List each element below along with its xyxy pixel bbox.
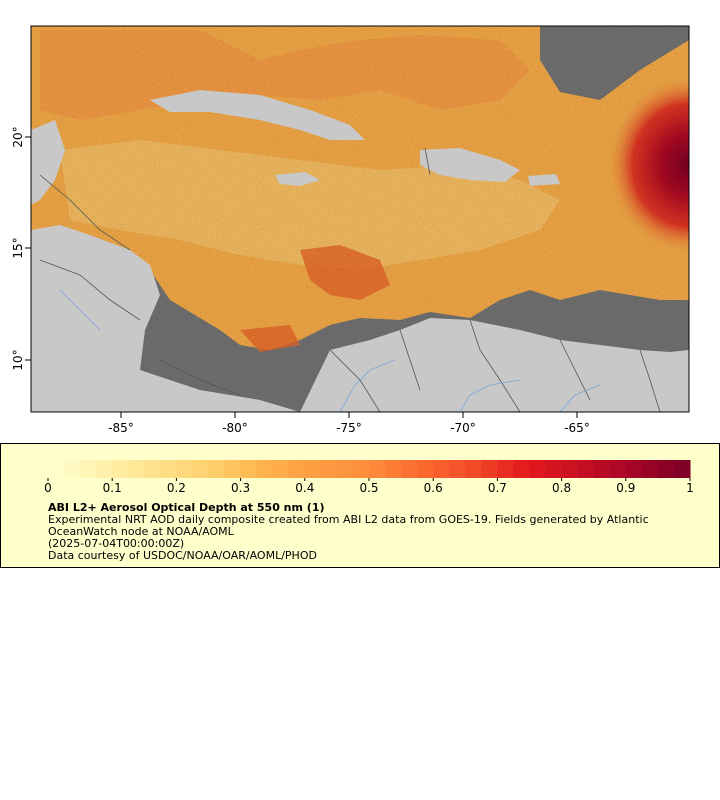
land-hispaniola	[420, 148, 520, 182]
colorbar-tick-label: 0	[44, 481, 52, 495]
map-border	[30, 25, 690, 413]
rivers	[59, 289, 601, 412]
colorbar-segment	[577, 460, 595, 478]
colorbar-segment	[160, 460, 177, 478]
colorbar-segment	[433, 460, 450, 478]
land-yucatan	[31, 120, 65, 205]
colorbar-tick-label: 0.8	[552, 481, 572, 495]
colorbar-segment	[417, 460, 434, 478]
colorbar-tick-label: 0.7	[487, 481, 507, 495]
colorbar-segment	[641, 460, 659, 478]
colorbar-segment	[224, 460, 242, 478]
colorbar-tick-label: 0.9	[616, 481, 636, 495]
colorbar-segment	[112, 460, 129, 478]
colorbar-segment	[96, 460, 113, 478]
colorbar-segment	[288, 460, 306, 478]
aod-map: -85° -80° -75° -70° -65° 20° 15° 10°	[11, 25, 690, 435]
colorbar-tick-label: 0.2	[166, 481, 186, 495]
colorbar-segment	[497, 460, 514, 478]
colorbar-segment	[369, 460, 386, 478]
colorbar-segment	[304, 460, 322, 478]
colorbar-segment	[240, 460, 258, 478]
colorbar-segment	[657, 460, 675, 478]
lat-label: 10°	[11, 349, 25, 370]
colorbar-segment	[673, 460, 691, 478]
legend-description-cont: OceanWatch node at NOAA/AOML	[48, 525, 234, 538]
colorbar-segment	[272, 460, 290, 478]
colorbar-segment	[192, 460, 209, 478]
legend-time: (2025-07-04T00:00:00Z)	[48, 537, 185, 550]
legend-panel: 0 0.1 0.2 0.3 0.4 0.5 0.6 0.7 0.8 0.9 1 ABI L2+ Ae…	[0, 443, 720, 568]
colorbar-segment	[401, 460, 418, 478]
colorbar-tick-label: 1	[686, 481, 694, 495]
colorbar-segment	[256, 460, 274, 478]
lat-label: 15°	[11, 237, 25, 258]
colorbar-tick-label: 0.4	[295, 481, 315, 495]
colorbar-segment	[320, 460, 338, 478]
land-central-america	[31, 225, 300, 412]
lon-axis: -85° -80° -75° -70° -65°	[108, 412, 590, 435]
land-jamaica	[275, 172, 320, 186]
colorbar-tick-label: 0.1	[102, 481, 122, 495]
colorbar-segment	[385, 460, 402, 478]
colorbar-segment	[128, 460, 145, 478]
colorbar-segment	[336, 460, 354, 478]
colorbar-segment	[80, 460, 97, 478]
colorbar-segment	[481, 460, 498, 478]
lon-label: -80°	[222, 421, 248, 435]
lon-label: -75°	[336, 421, 362, 435]
colorbar-segment	[352, 460, 370, 478]
colorbar-segment	[48, 460, 65, 478]
colorbar-segment	[513, 460, 530, 478]
country-borders	[39, 147, 661, 412]
colorbar-segment	[64, 460, 81, 478]
lat-axis: 20° 15° 10°	[11, 126, 31, 371]
lon-label: -70°	[450, 421, 476, 435]
colorbar-segment	[449, 460, 466, 478]
colorbar	[47, 460, 691, 481]
lat-label: 20°	[11, 126, 25, 147]
colorbar-segment	[465, 460, 482, 478]
colorbar-segment	[609, 460, 627, 478]
colorbar-segment	[593, 460, 611, 478]
lon-label: -85°	[108, 421, 134, 435]
colorbar-segment	[625, 460, 643, 478]
land-puerto-rico	[528, 174, 560, 186]
legend-description: Experimental NRT AOD daily composite cre…	[48, 513, 649, 526]
colorbar-segment	[176, 460, 193, 478]
colorbar-segment	[144, 460, 161, 478]
legend-title: ABI L2+ Aerosol Optical Depth at 550 nm …	[48, 501, 325, 514]
colorbar-segment	[529, 460, 547, 478]
colorbar-tick-label: 0.3	[231, 481, 251, 495]
colorbar-segment	[208, 460, 226, 478]
colorbar-tick-label: 0.5	[359, 481, 379, 495]
legend-credit: Data courtesy of USDOC/NOAA/OAR/AOML/PHO…	[48, 549, 317, 562]
colorbar-tick-label: 0.6	[423, 481, 443, 495]
lon-label: -65°	[564, 421, 590, 435]
land-cuba	[150, 90, 365, 140]
colorbar-segment	[545, 460, 563, 478]
colorbar-segment	[561, 460, 579, 478]
